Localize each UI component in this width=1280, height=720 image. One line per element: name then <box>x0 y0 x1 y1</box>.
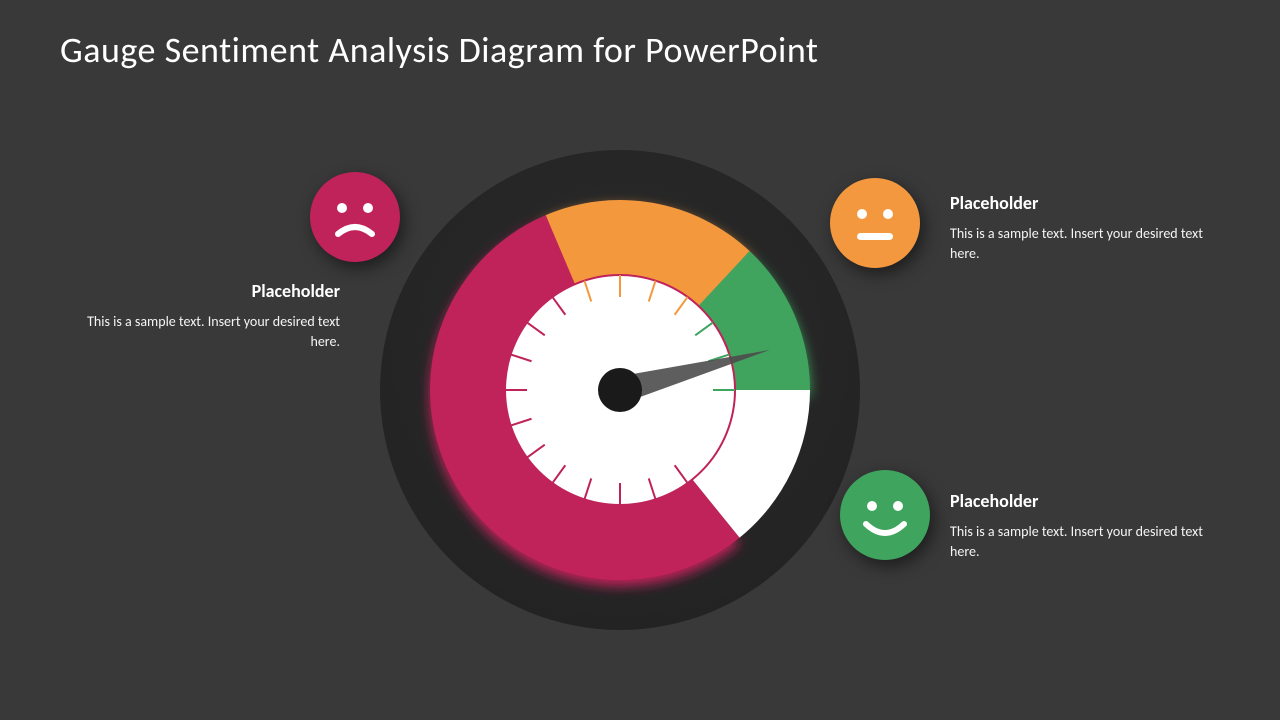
happy-face-icon <box>840 470 930 560</box>
callout-neutral: Placeholder This is a sample text. Inser… <box>950 192 1210 265</box>
callout-heading: Placeholder <box>950 192 1210 214</box>
callout-negative: Placeholder This is a sample text. Inser… <box>80 280 340 353</box>
callout-body: This is a sample text. Insert your desir… <box>950 224 1210 265</box>
callout-positive: Placeholder This is a sample text. Inser… <box>950 490 1210 563</box>
gauge-hub <box>598 368 642 412</box>
callout-heading: Placeholder <box>80 280 340 302</box>
gauge-diagram <box>380 150 860 630</box>
slide-title: Gauge Sentiment Analysis Diagram for Pow… <box>60 28 818 72</box>
neutral-face-icon <box>830 178 920 268</box>
callout-body: This is a sample text. Insert your desir… <box>80 312 340 353</box>
callout-body: This is a sample text. Insert your desir… <box>950 522 1210 563</box>
callout-heading: Placeholder <box>950 490 1210 512</box>
sad-face-icon <box>310 172 400 262</box>
